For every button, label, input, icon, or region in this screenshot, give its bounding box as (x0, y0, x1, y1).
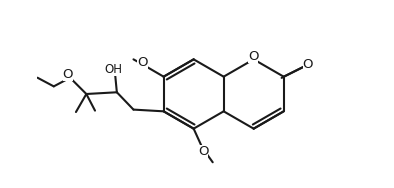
Text: O: O (63, 68, 73, 81)
Text: OH: OH (105, 63, 123, 76)
Text: O: O (137, 56, 148, 69)
Text: O: O (248, 50, 258, 63)
Text: O: O (198, 145, 208, 158)
Text: O: O (303, 58, 313, 71)
